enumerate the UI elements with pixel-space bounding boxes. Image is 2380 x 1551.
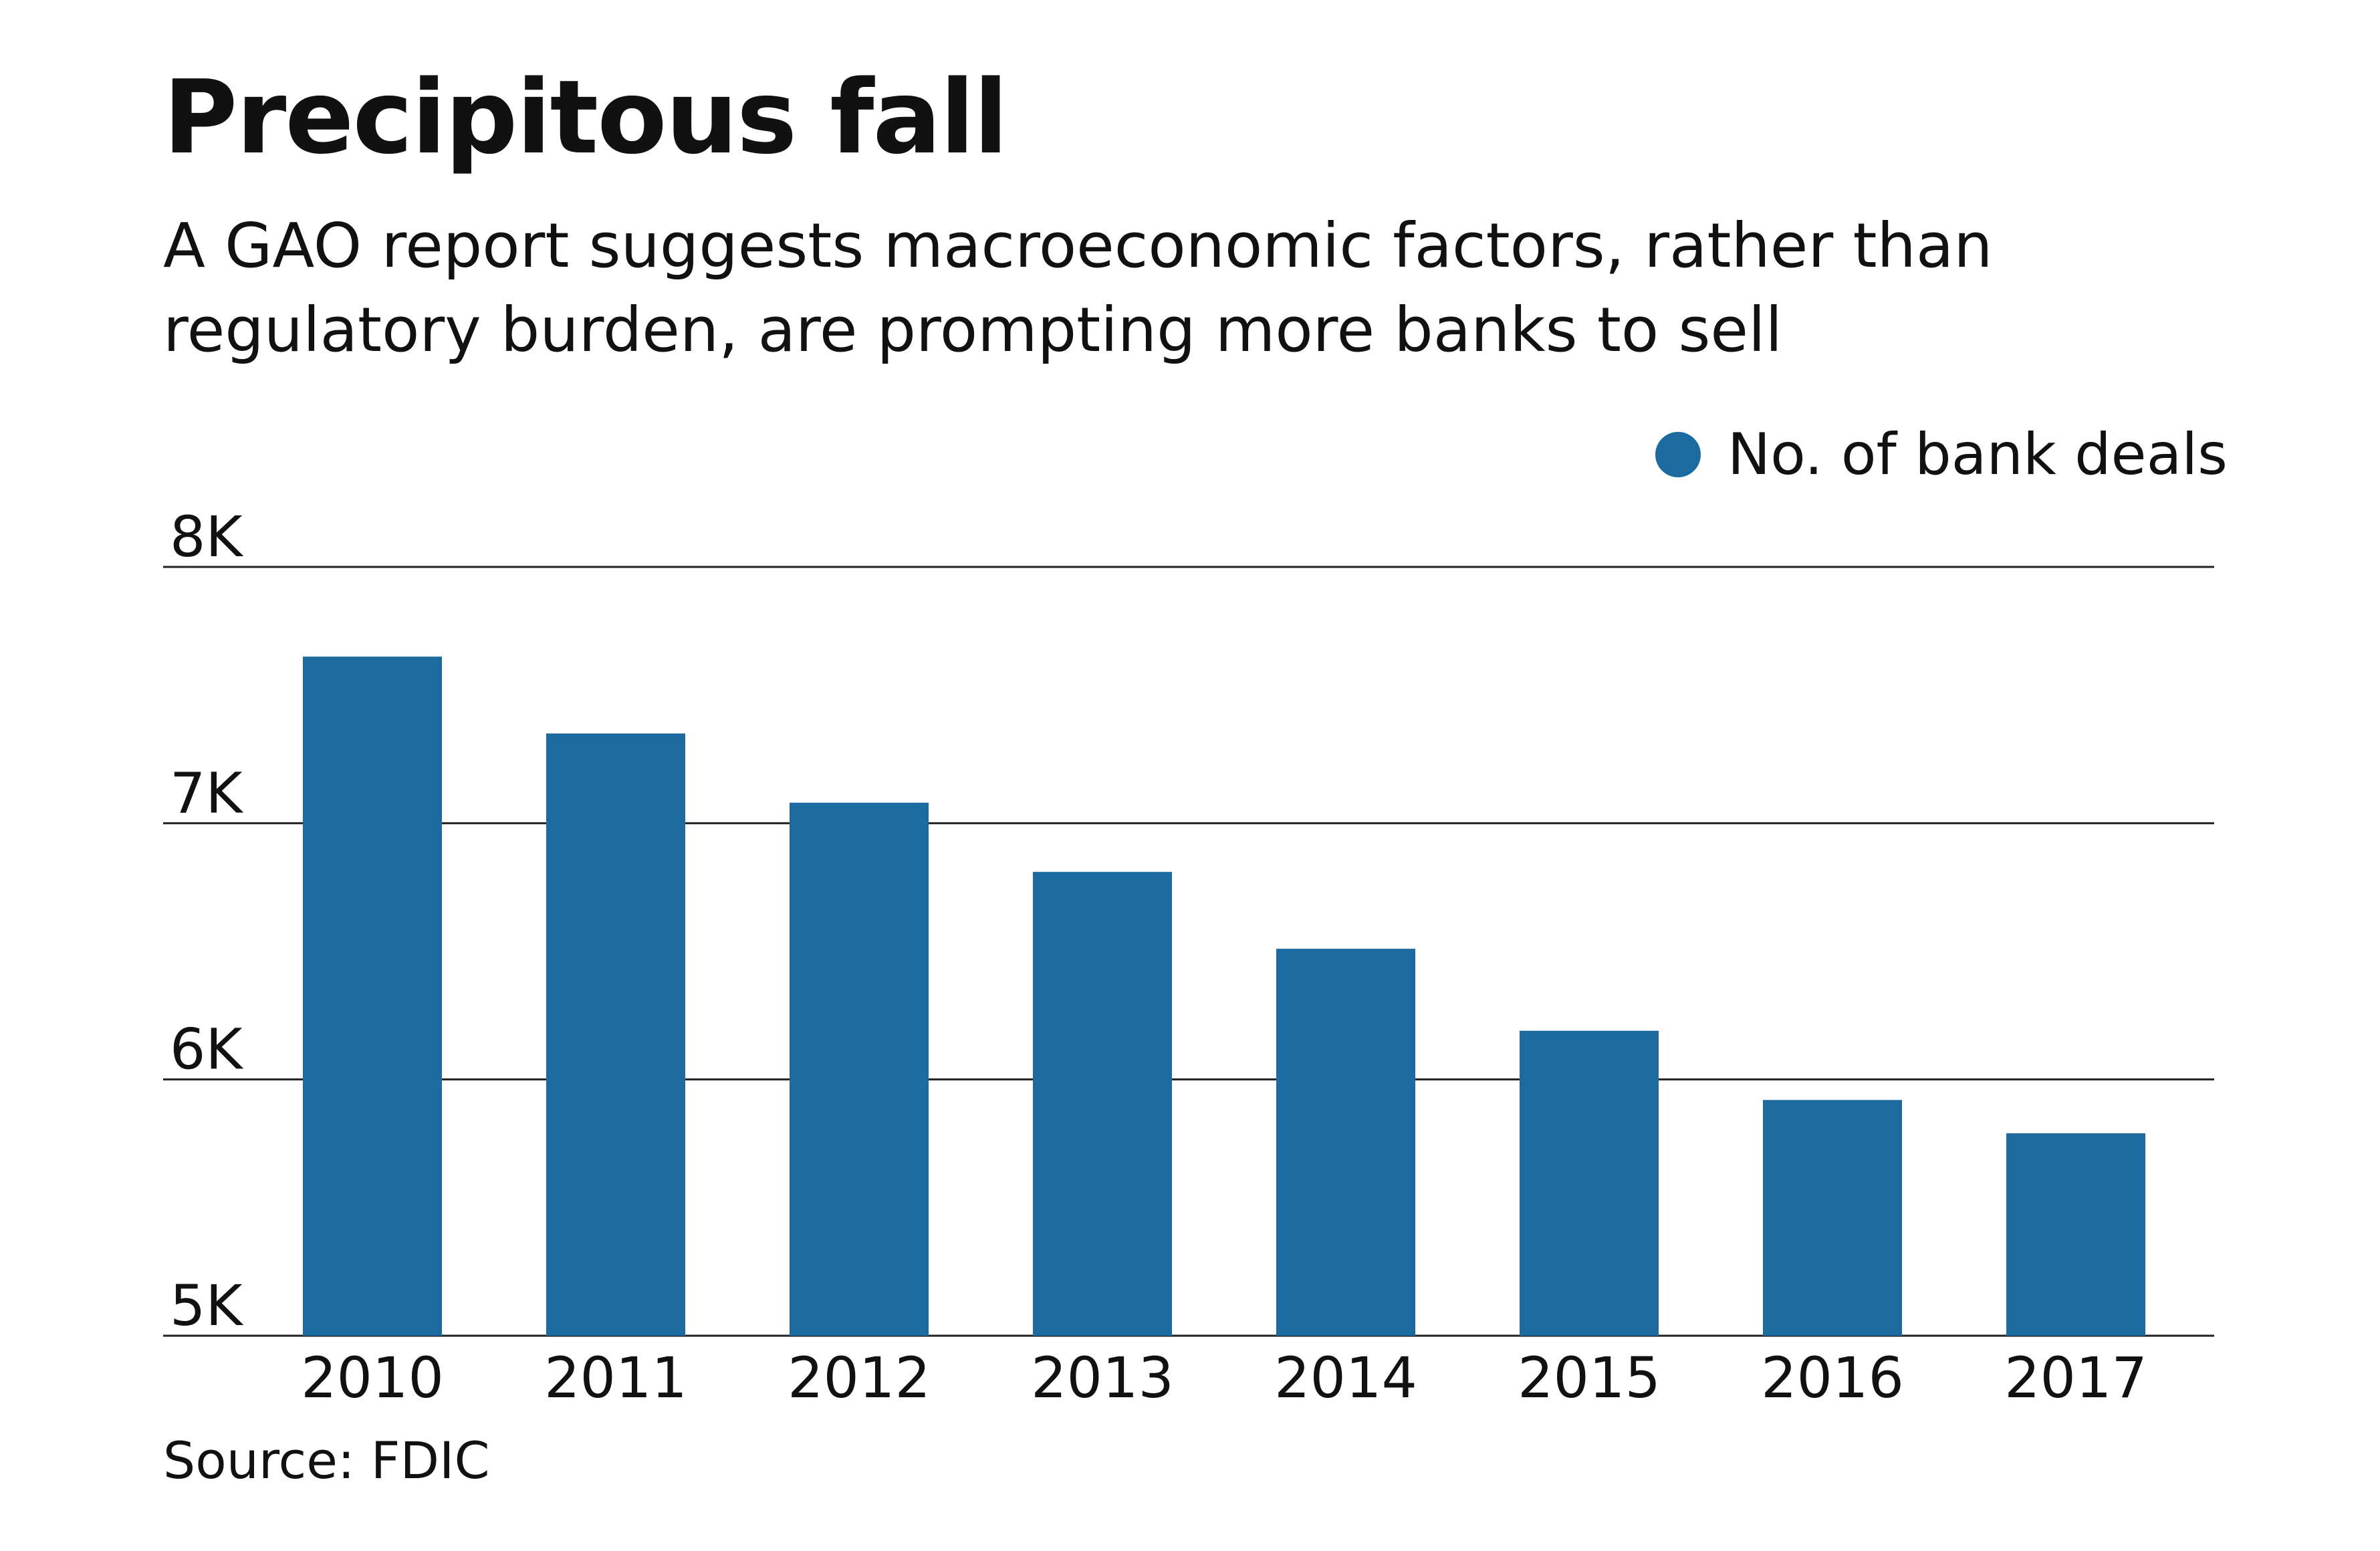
legend-swatch [1655,432,1701,477]
x-tick-label: 2010 [301,1345,444,1411]
bar-2014 [1276,949,1415,1336]
x-tick-label: 2014 [1274,1345,1417,1411]
bar-2015 [1520,1030,1659,1336]
source-note: Source: FDIC [163,1431,490,1490]
y-tick-label: 5K [170,1273,243,1338]
bar-2017 [2006,1133,2145,1336]
bar-2011 [546,733,685,1336]
x-tick-label: 2017 [2004,1345,2147,1411]
chart-title: Precipitous fall [163,58,1008,176]
y-tick-label: 7K [170,760,243,826]
legend: No. of bank deals [1655,421,2228,488]
bar-2012 [790,802,929,1336]
y-tick-label: 6K [170,1017,243,1082]
bar-2016 [1763,1100,1902,1336]
bar-2013 [1033,872,1172,1336]
chart-subtitle: A GAO report suggests macroeconomic fact… [163,210,1993,366]
y-tick-label: 8K [170,504,243,570]
legend-label: No. of bank deals [1727,421,2228,488]
x-tick-label: 2012 [788,1345,931,1411]
bar-2010 [303,657,442,1336]
x-tick-label: 2013 [1031,1345,1174,1411]
x-tick-label: 2011 [544,1345,687,1411]
x-tick-label: 2016 [1761,1345,1904,1411]
x-tick-label: 2015 [1518,1345,1661,1411]
